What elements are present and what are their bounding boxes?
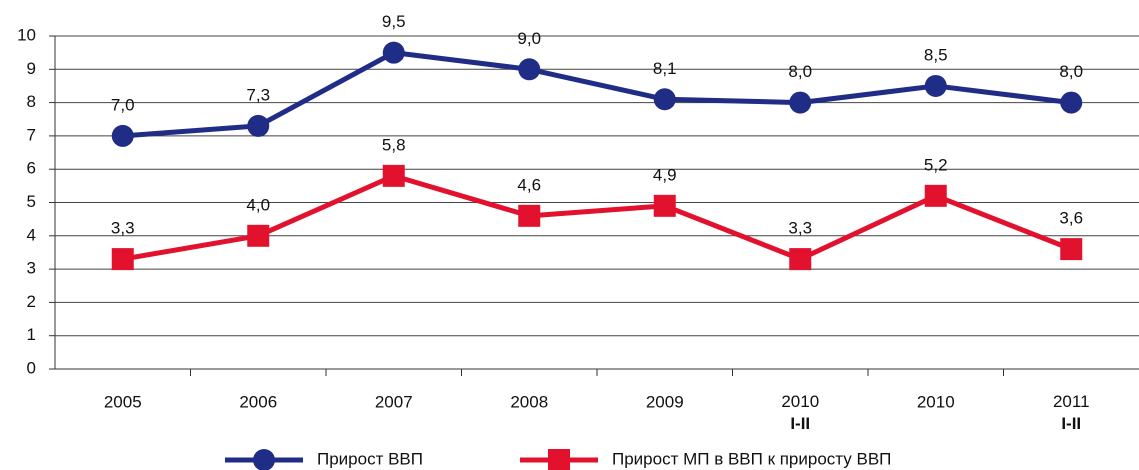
y-tick-label: 7 [27, 125, 36, 144]
data-label: 3,6 [1059, 209, 1083, 228]
y-tick-label: 5 [27, 192, 36, 211]
y-tick-label: 6 [27, 159, 36, 178]
y-tick-label: 9 [27, 59, 36, 78]
x-tick-label: 2008 [510, 392, 548, 411]
legend-label: Прирост МП в ВВП к приросту ВВП [612, 449, 891, 468]
point [382, 164, 405, 187]
point [111, 248, 134, 271]
data-label: 8,0 [1059, 62, 1083, 81]
data-label: 5,2 [924, 155, 948, 174]
data-label: 7,0 [111, 95, 135, 114]
point [111, 124, 134, 147]
point [247, 114, 270, 137]
point [518, 204, 541, 227]
data-label: 4,6 [517, 175, 541, 194]
line [122, 50, 1072, 139]
data-label: 8,5 [924, 45, 948, 64]
point [1060, 238, 1083, 261]
point [924, 74, 947, 97]
data-label: 8,1 [653, 59, 677, 78]
y-tick-label: 8 [27, 92, 36, 111]
y-tick-label: 3 [27, 259, 36, 278]
data-label: 7,3 [246, 85, 270, 104]
x-tick-label: 2009 [646, 392, 684, 411]
data-label: 3,3 [111, 219, 135, 238]
y-tick-label: 1 [27, 325, 36, 344]
data-label: 9,0 [517, 29, 541, 48]
x-tick-label: 2005 [104, 392, 142, 411]
data-label: 4,0 [246, 195, 270, 214]
x-tick-label: 2011 I-II [1053, 392, 1090, 433]
x-tick-label: 2006 [239, 392, 277, 411]
point [1060, 91, 1083, 114]
point [789, 91, 812, 114]
x-tick-label: 2010 [917, 392, 955, 411]
x-tick-label: 2007 [375, 392, 413, 411]
data-label: 5,8 [382, 135, 406, 154]
point [789, 248, 812, 271]
y-tick-label: 0 [27, 358, 36, 377]
y-tick-label: 10 [17, 25, 36, 44]
legend-marker [548, 449, 570, 470]
point [518, 58, 541, 81]
legend-label: Прирост ВВП [317, 449, 423, 468]
line [122, 173, 1073, 262]
point [653, 88, 676, 111]
point [653, 194, 676, 217]
data-label: 9,5 [382, 12, 406, 31]
y-tick-label: 2 [27, 292, 36, 311]
y-tick-label: 4 [27, 225, 36, 244]
point [247, 224, 270, 247]
point [924, 184, 947, 207]
data-label: 8,0 [788, 62, 812, 81]
point [382, 41, 405, 64]
x-tick-label: 2010 I-II [781, 392, 819, 433]
data-label: 3,3 [788, 219, 812, 238]
data-label: 4,9 [653, 165, 677, 184]
legend-marker [253, 449, 275, 470]
